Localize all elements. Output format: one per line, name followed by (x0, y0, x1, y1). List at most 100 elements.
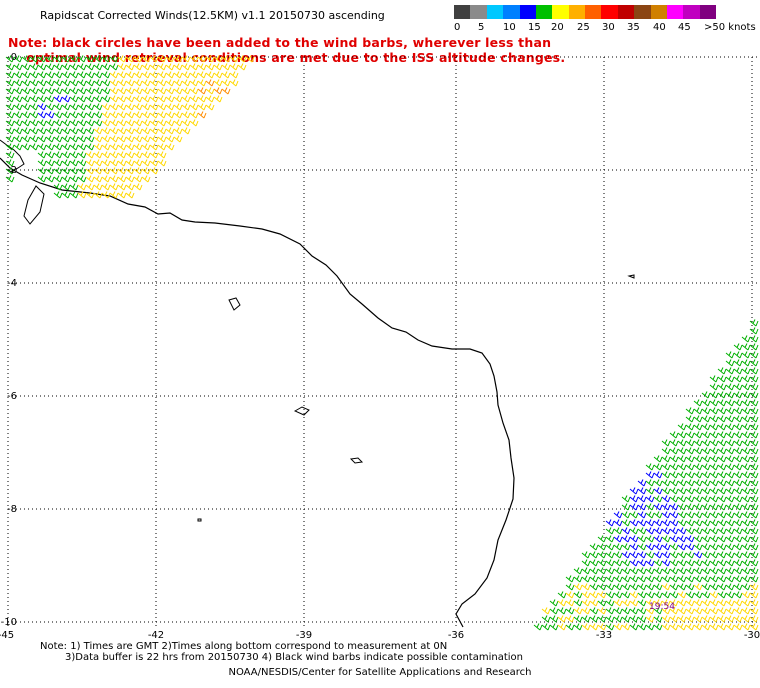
footer-note-2: 3)Data buffer is 22 hrs from 20150730 4)… (65, 652, 523, 663)
wind-barb (573, 575, 583, 583)
colorbar-swatch (683, 5, 700, 19)
wind-barb (693, 607, 703, 615)
wind-barb (653, 551, 663, 559)
wind-barb (189, 79, 199, 87)
wind-barb (173, 71, 183, 79)
wind-barb (109, 63, 119, 71)
wind-barb (645, 479, 655, 487)
wind-barb (629, 591, 639, 599)
wind-barb (677, 423, 687, 431)
wind-barb (165, 63, 175, 71)
wind-barb (613, 527, 623, 535)
wind-barb (93, 111, 103, 119)
wind-barb (709, 423, 719, 431)
wind-barb (661, 623, 671, 631)
wind-barb (229, 63, 239, 71)
wind-barb (605, 615, 615, 623)
wind-barb (733, 519, 743, 527)
wind-barb (597, 599, 607, 607)
wind-barb (229, 55, 239, 63)
wind-barb (749, 535, 759, 543)
wind-barb (101, 183, 111, 191)
wind-barb (741, 447, 751, 455)
wind-barb (613, 591, 623, 599)
wind-barb (53, 111, 63, 119)
wind-barb (61, 167, 71, 175)
wind-barb (109, 167, 119, 175)
wind-barb (5, 119, 15, 127)
wind-barb (77, 63, 87, 71)
wind-barb (605, 567, 615, 575)
wind-barb (741, 495, 751, 503)
wind-barb (581, 583, 591, 591)
wind-barb (749, 543, 759, 551)
wind-barb (733, 567, 743, 575)
wind-barb (117, 71, 127, 79)
wind-barb (653, 511, 663, 519)
wind-barb (677, 599, 687, 607)
wind-barb (685, 535, 695, 543)
wind-barb (53, 71, 63, 79)
wind-barb (709, 399, 719, 407)
wind-barb (661, 599, 671, 607)
wind-barb (717, 455, 727, 463)
wind-barb (733, 503, 743, 511)
wind-barb (749, 615, 759, 623)
wind-barb (597, 551, 607, 559)
longitude-label: -30 (744, 630, 760, 641)
colorbar-label: 30 (602, 22, 615, 33)
wind-barb (645, 559, 655, 567)
wind-barb (21, 103, 31, 111)
wind-barb (725, 423, 735, 431)
wind-barb (165, 71, 175, 79)
wind-barb (621, 559, 631, 567)
wind-barb (133, 87, 143, 95)
wind-barb (157, 103, 167, 111)
wind-barb (661, 479, 671, 487)
wind-barb (709, 535, 719, 543)
wind-barb (125, 135, 135, 143)
wind-barb (613, 519, 623, 527)
wind-barb (69, 167, 79, 175)
wind-barb (725, 551, 735, 559)
wind-barb (733, 447, 743, 455)
wind-barb (621, 575, 631, 583)
wind-barb (589, 559, 599, 567)
wind-barb (653, 487, 663, 495)
wind-barb (741, 575, 751, 583)
wind-barb (749, 471, 759, 479)
wind-barb (725, 367, 735, 375)
wind-barb (133, 79, 143, 87)
wind-barb (573, 591, 583, 599)
wind-barb (653, 583, 663, 591)
wind-barb (717, 447, 727, 455)
wind-barb (5, 167, 15, 175)
wind-barb (117, 63, 127, 71)
wind-barb (53, 119, 63, 127)
wind-barb (661, 607, 671, 615)
wind-barb (685, 423, 695, 431)
wind-barb (693, 543, 703, 551)
wind-barb (717, 527, 727, 535)
wind-barb (133, 103, 143, 111)
wind-barb (669, 607, 679, 615)
wind-barb (13, 55, 23, 63)
wind-barb (117, 191, 127, 199)
wind-barb (645, 471, 655, 479)
wind-barb (669, 503, 679, 511)
wind-barb (717, 471, 727, 479)
wind-barb (717, 367, 727, 375)
wind-barb (189, 103, 199, 111)
wind-barb (21, 63, 31, 71)
wind-barb (141, 175, 151, 183)
wind-barb (213, 71, 223, 79)
wind-barb (133, 127, 143, 135)
wind-barb (605, 591, 615, 599)
wind-barb (149, 167, 159, 175)
wind-barb (669, 615, 679, 623)
wind-barb (701, 399, 711, 407)
wind-barb (733, 471, 743, 479)
wind-barb (725, 607, 735, 615)
wind-barb (629, 519, 639, 527)
wind-barb (741, 567, 751, 575)
